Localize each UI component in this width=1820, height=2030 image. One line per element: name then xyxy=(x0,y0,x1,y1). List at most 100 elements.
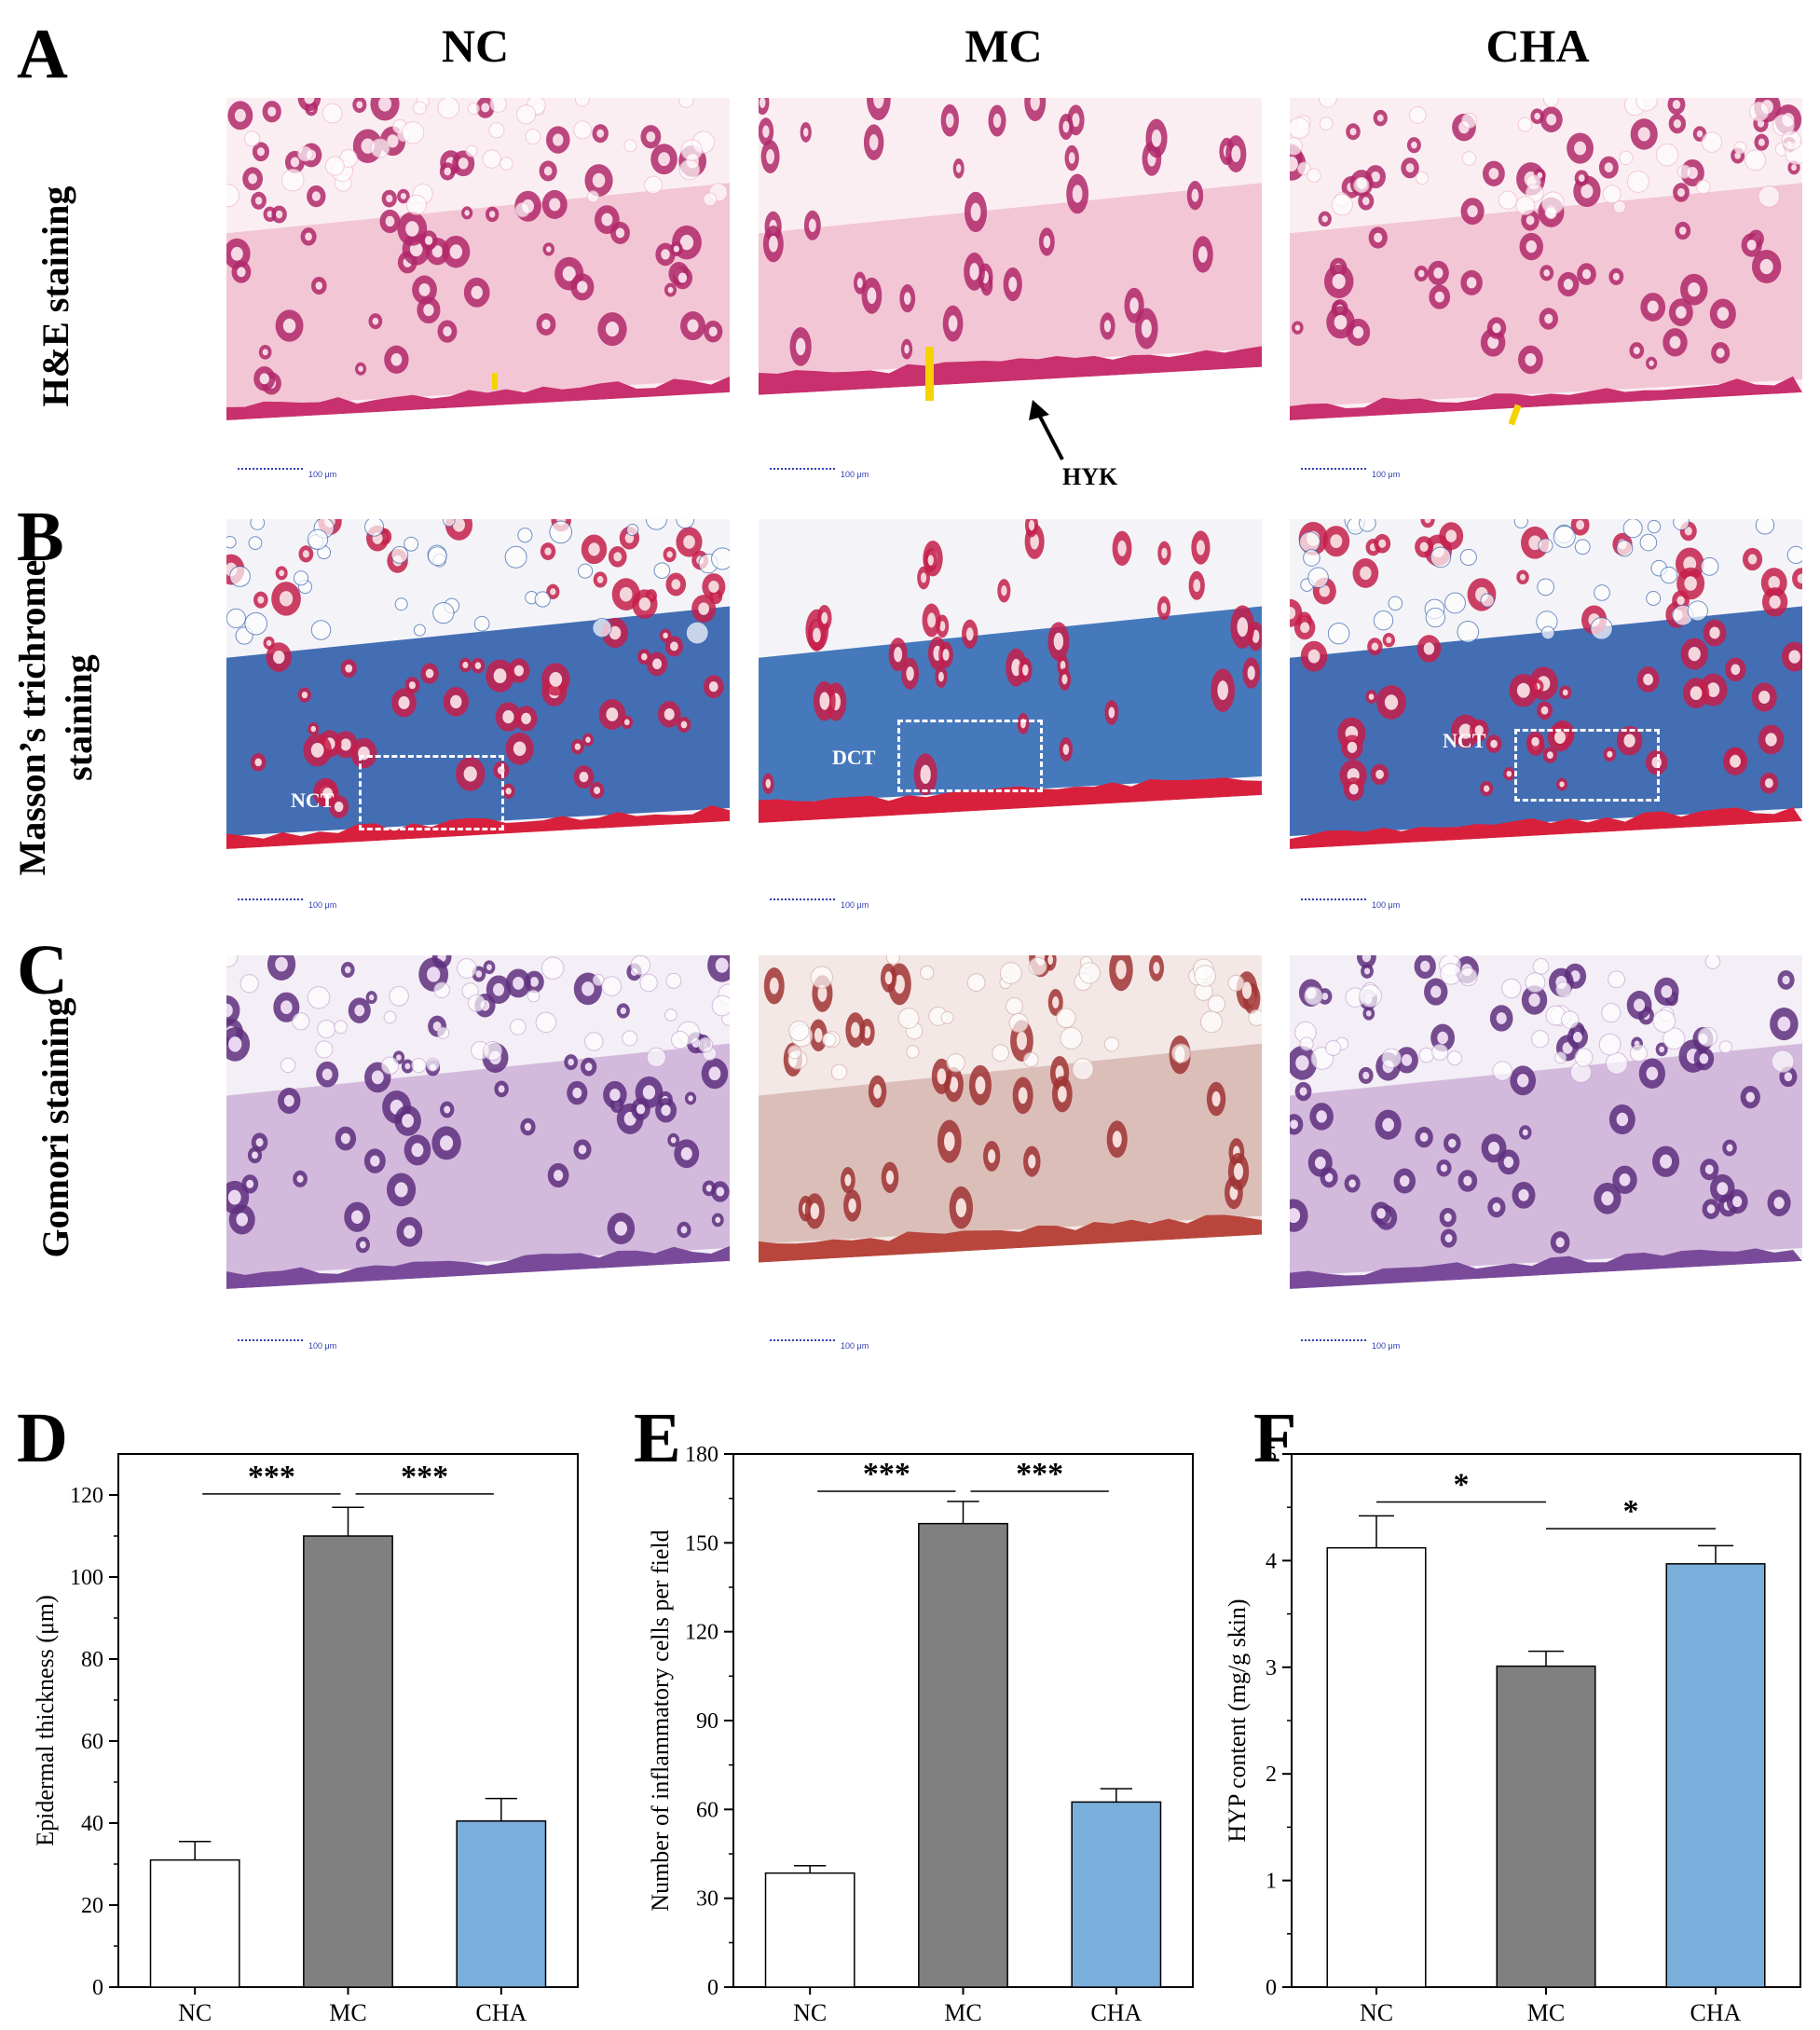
significance-label: *** xyxy=(1016,1457,1063,1491)
column-header-mc: MC xyxy=(965,20,1043,72)
y-tick-label: 90 xyxy=(696,1709,718,1734)
thickness-marker-nc xyxy=(492,373,498,390)
scale-bar xyxy=(238,468,303,475)
bar-nc xyxy=(1326,1546,1427,1988)
scale-bar xyxy=(770,1339,835,1347)
dct-label-mc: DCT xyxy=(832,746,876,769)
panel-label-b: B xyxy=(17,498,64,576)
micrograph-gomori-nc: 100 μm xyxy=(226,955,730,1356)
scale-bar-label: 100 μm xyxy=(308,900,337,910)
bar-mc xyxy=(303,1535,393,1988)
thickness-marker-mc xyxy=(925,347,934,401)
scale-bar-label: 100 μm xyxy=(841,1341,869,1351)
panel-label-a: A xyxy=(17,15,68,93)
bar-nc xyxy=(764,1872,855,1988)
y-tick-label: 0 xyxy=(1266,1976,1277,2000)
y-tick-label: 3 xyxy=(1266,1656,1277,1680)
y-axis-label: HYP content (mg/g skin) xyxy=(1224,1598,1251,1842)
row-label-masson: Masson’s trichrome staining xyxy=(9,522,103,913)
panel-label-e: E xyxy=(634,1399,681,1477)
significance-label: *** xyxy=(248,1460,295,1494)
y-tick-label: 4 xyxy=(1266,1549,1277,1573)
significance-label: * xyxy=(1454,1467,1470,1502)
significance-label: * xyxy=(1623,1494,1639,1529)
micrograph-he-cha: 100 μm xyxy=(1290,98,1802,485)
micrograph-masson-mc: 100 μm xyxy=(759,519,1262,915)
panel-label-d: D xyxy=(17,1399,68,1477)
row-label-masson-line1: Masson’s trichrome xyxy=(11,559,53,876)
micrograph-masson-nc: 100 μm xyxy=(226,519,730,915)
y-tick-label: 2 xyxy=(1266,1763,1277,1787)
micrograph-he-mc: 100 μm xyxy=(759,98,1262,485)
y-tick-label: 0 xyxy=(707,1976,718,2000)
bar-cha xyxy=(1665,1563,1766,1988)
scale-bar-label: 100 μm xyxy=(841,470,869,479)
y-tick-label: 20 xyxy=(81,1894,103,1918)
x-tick-label: MC xyxy=(1527,1999,1565,2026)
nct-label-nc: NCT xyxy=(291,789,335,812)
y-tick-label: 60 xyxy=(81,1730,103,1754)
panel-label-f: F xyxy=(1253,1399,1297,1477)
chart-hyp-content: 0 1 2 3 4 5 HYP content (mg/g skin) NC MC CHA * * xyxy=(1224,1417,1820,2030)
bar-nc xyxy=(149,1859,240,1988)
column-header-nc: NC xyxy=(441,20,510,72)
nct-label-cha: NCT xyxy=(1443,729,1486,752)
significance-label: *** xyxy=(863,1457,910,1491)
scale-bar xyxy=(1301,468,1366,475)
scale-bar-label: 100 μm xyxy=(1372,900,1401,910)
hyk-arrow xyxy=(1029,400,1064,460)
scale-bar xyxy=(238,898,303,906)
micrograph-gomori-cha: 100 μm xyxy=(1290,955,1802,1356)
scale-bar xyxy=(1301,898,1366,906)
y-axis-label: Number of inflammatory cells per field xyxy=(647,1529,674,1911)
y-tick-label: 120 xyxy=(70,1484,103,1508)
scale-bar xyxy=(1301,1339,1366,1347)
bar-mc xyxy=(1496,1665,1596,1988)
row-label-he: H&E staining xyxy=(34,185,76,407)
scale-bar xyxy=(770,468,835,475)
column-header-cha: CHA xyxy=(1485,20,1590,72)
micrograph-he-nc: 100 μm xyxy=(226,98,730,485)
x-tick-label: CHA xyxy=(475,1999,527,2026)
scale-bar xyxy=(770,898,835,906)
y-tick-label: 180 xyxy=(685,1443,718,1467)
x-tick-label: MC xyxy=(329,1999,366,2026)
panel-label-c: C xyxy=(17,931,68,1009)
scale-bar xyxy=(238,1339,303,1347)
bar-cha xyxy=(1071,1801,1162,1988)
y-tick-label: 150 xyxy=(685,1531,718,1556)
y-tick-label: 60 xyxy=(696,1798,718,1822)
y-tick-label: 80 xyxy=(81,1648,103,1672)
y-tick-label: 1 xyxy=(1266,1870,1277,1894)
y-tick-label: 30 xyxy=(696,1887,718,1912)
bar-chart-svg: 0 1 2 3 4 5 HYP content (mg/g skin) NC MC CHA * * xyxy=(1224,1443,1801,2026)
x-tick-label: NC xyxy=(793,1999,827,2026)
scale-bar-label: 100 μm xyxy=(1372,470,1401,479)
roi-box-cha xyxy=(1514,729,1660,802)
row-label-masson-line2: staining xyxy=(58,654,100,781)
chart-inflammatory-cells: 0 30 60 90 120 150 180 Number of inflammatory c… xyxy=(615,1417,1230,2030)
y-tick-label: 0 xyxy=(92,1976,103,2000)
bar-cha xyxy=(456,1820,547,1988)
row-label-gomori: Gomori staining xyxy=(34,997,76,1258)
y-axis-label: Epidermal thickness (μm) xyxy=(32,1595,59,1846)
bar-mc xyxy=(918,1522,1008,1988)
x-tick-label: NC xyxy=(1360,1999,1393,2026)
y-tick-label: 100 xyxy=(70,1566,103,1590)
scale-bar-label: 100 μm xyxy=(1372,1341,1401,1351)
x-tick-label: NC xyxy=(178,1999,212,2026)
chart-epidermal-thickness: 0 20 40 60 80 100 120 Epidermal thickness (μm) N… xyxy=(0,1417,615,2030)
x-tick-label: CHA xyxy=(1690,1999,1742,2026)
roi-box-mc xyxy=(897,720,1043,792)
x-tick-label: MC xyxy=(944,1999,981,2026)
x-tick-label: CHA xyxy=(1090,1999,1142,2026)
scale-bar-label: 100 μm xyxy=(308,1341,337,1351)
scale-bar-label: 100 μm xyxy=(308,470,337,479)
y-tick-label: 40 xyxy=(81,1812,103,1836)
roi-box-nc xyxy=(359,755,504,830)
y-tick-label: 120 xyxy=(685,1621,718,1645)
significance-label: *** xyxy=(401,1460,448,1494)
bar-chart-svg: 0 30 60 90 120 150 180 Number of inflammatory c… xyxy=(647,1443,1194,2026)
y-tick-label: 5 xyxy=(1266,1443,1277,1467)
bar-chart-svg: 0 20 40 60 80 100 120 Epidermal thickness (μm) N… xyxy=(32,1453,579,2026)
